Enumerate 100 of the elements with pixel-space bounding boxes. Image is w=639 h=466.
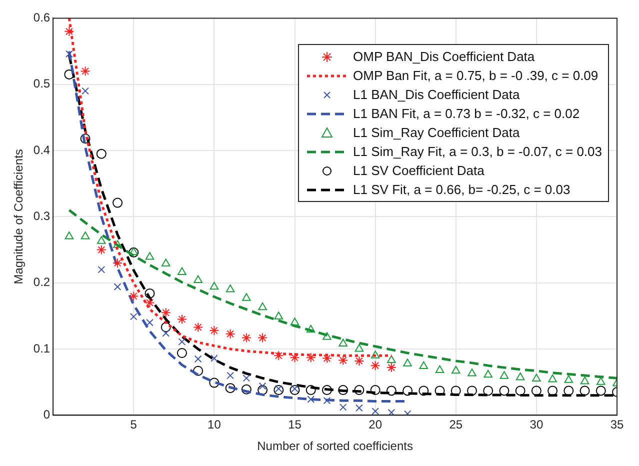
- point: [564, 375, 574, 383]
- point: [178, 338, 186, 346]
- point: [468, 368, 476, 376]
- y-tick-label: 0: [43, 408, 50, 422]
- point: [580, 376, 590, 384]
- y-tick-label: 0.6: [33, 10, 50, 25]
- point: [160, 322, 171, 332]
- point: [323, 396, 331, 404]
- point: [403, 358, 412, 366]
- point: [515, 386, 526, 396]
- point: [338, 338, 348, 346]
- legend-label: L1 Sim_Ray Coefficient Data: [353, 124, 520, 142]
- point: [274, 385, 282, 392]
- legend-label: L1 BAN_Dis Coefficient Data: [353, 86, 520, 104]
- point: [242, 293, 251, 301]
- point: [387, 355, 396, 364]
- point: [290, 318, 300, 326]
- point: [176, 314, 187, 324]
- x-tick-label: 10: [208, 418, 222, 432]
- point: [354, 385, 364, 396]
- point: [144, 288, 155, 298]
- point: [435, 365, 444, 373]
- point: [596, 377, 606, 385]
- point: [225, 383, 236, 394]
- x-axis-title: Number of sorted coefficients: [257, 439, 413, 454]
- point: [386, 362, 396, 373]
- point: [418, 386, 429, 396]
- point: [322, 332, 332, 340]
- legend-label: L1 Sim_Ray Fit, a = 0.3, b = -0.07, c = 0.03: [353, 143, 602, 161]
- x-tick-label: 5: [130, 418, 138, 432]
- point: [516, 372, 525, 380]
- point: [322, 385, 332, 396]
- point: [274, 312, 284, 320]
- point: [531, 386, 542, 396]
- point: [434, 386, 445, 396]
- point: [194, 275, 202, 283]
- point: [258, 302, 267, 310]
- y-tick-label: 0.4: [33, 142, 50, 157]
- point: [290, 352, 300, 363]
- point: [193, 366, 204, 376]
- point: [66, 50, 73, 58]
- point: [210, 354, 218, 362]
- point: [160, 308, 171, 318]
- point: [209, 378, 220, 388]
- point: [130, 312, 138, 320]
- x-tick-label: 20: [368, 418, 382, 432]
- legend-label: L1 SV Coefficient Data: [353, 162, 484, 180]
- point: [241, 332, 252, 343]
- point: [370, 385, 380, 396]
- point: [484, 370, 492, 378]
- point: [128, 291, 139, 302]
- point: [161, 258, 170, 266]
- point: [96, 148, 106, 159]
- point: [274, 350, 284, 361]
- point: [114, 283, 122, 291]
- point: [145, 252, 154, 260]
- point: [354, 344, 364, 352]
- point: [500, 371, 509, 379]
- point: [372, 408, 380, 415]
- point: [370, 350, 380, 358]
- point: [226, 372, 234, 380]
- point: [483, 386, 494, 396]
- legend-label: L1 SV Fit, a = 0.66, b= -0.25, c = 0.03: [353, 181, 570, 199]
- point: [210, 282, 219, 290]
- point: [306, 324, 316, 333]
- x-tick-label: 25: [449, 418, 463, 432]
- point: [596, 386, 606, 396]
- point: [146, 318, 154, 326]
- y-tick-label: 0.2: [33, 275, 50, 290]
- point: [64, 26, 74, 36]
- point: [176, 348, 187, 358]
- point: [306, 352, 316, 363]
- point: [580, 386, 590, 396]
- point: [209, 326, 220, 336]
- point: [194, 355, 202, 363]
- point: [242, 374, 250, 382]
- point: [113, 240, 122, 248]
- point: [291, 385, 298, 392]
- point: [258, 332, 268, 343]
- point: [226, 284, 235, 292]
- legend-label: L1 BAN Fit, a = 0.73 b = -0.32, c = 0.02: [353, 105, 580, 123]
- point: [338, 385, 348, 396]
- point: [386, 386, 396, 396]
- point: [193, 322, 204, 332]
- point: [178, 267, 186, 276]
- point: [241, 384, 252, 394]
- x-tick-label: 30: [530, 418, 544, 432]
- point: [64, 69, 74, 80]
- point: [339, 404, 347, 411]
- y-axis-title: Magnitude of Coefficients: [12, 149, 26, 284]
- point: [64, 232, 74, 240]
- point: [80, 232, 90, 240]
- point: [290, 385, 300, 396]
- point: [307, 396, 315, 403]
- point: [370, 360, 380, 371]
- point: [532, 374, 541, 382]
- point: [354, 356, 364, 366]
- legend-label: OMP BAN_Dis Coefficient Data: [353, 48, 535, 66]
- point: [162, 329, 170, 337]
- point: [97, 236, 106, 244]
